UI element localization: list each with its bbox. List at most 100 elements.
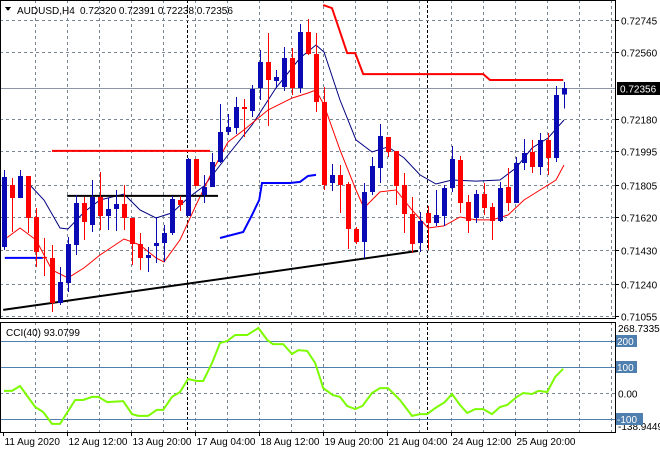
- triangle-down-icon[interactable]: [5, 7, 11, 11]
- candle-bullish[interactable]: [218, 104, 223, 164]
- candle-bullish[interactable]: [378, 123, 383, 183]
- candle-bullish[interactable]: [186, 157, 191, 216]
- candle-bullish[interactable]: [562, 81, 567, 109]
- candle-bearish[interactable]: [290, 47, 295, 95]
- cci-line[interactable]: [4, 326, 564, 425]
- candle-bearish[interactable]: [82, 196, 87, 240]
- candle-bearish[interactable]: [322, 87, 327, 190]
- candle-bearish[interactable]: [394, 150, 399, 206]
- candle-bullish[interactable]: [106, 198, 111, 230]
- candle-body: [218, 132, 223, 162]
- candle-bearish[interactable]: [34, 208, 39, 268]
- candle-body: [114, 204, 119, 209]
- candle-bearish[interactable]: [26, 175, 31, 233]
- candle-body: [314, 53, 319, 102]
- candle-body: [106, 208, 111, 216]
- candle-bearish[interactable]: [546, 132, 551, 175]
- candle-bullish[interactable]: [18, 170, 23, 199]
- cci-level-label: 100: [617, 363, 634, 374]
- candle-bullish[interactable]: [210, 153, 215, 188]
- trend-line[interactable]: [3, 249, 419, 311]
- candle-bearish[interactable]: [466, 195, 471, 233]
- candle-bullish[interactable]: [154, 216, 159, 264]
- candle-bullish[interactable]: [450, 146, 455, 192]
- candle-bearish[interactable]: [306, 18, 311, 55]
- candle-bullish[interactable]: [274, 70, 279, 88]
- candle-bearish[interactable]: [506, 167, 511, 212]
- candle-bearish[interactable]: [178, 195, 183, 212]
- candle-bullish[interactable]: [434, 189, 439, 226]
- candle-bearish[interactable]: [10, 178, 15, 233]
- time-axis-label: 21 Aug 04:00: [389, 437, 448, 448]
- current-price-badge: [617, 82, 660, 95]
- candle-bearish[interactable]: [458, 156, 463, 213]
- candle-bearish[interactable]: [490, 202, 495, 240]
- candle-body: [370, 166, 375, 192]
- price-axis-label: 0.71995: [621, 148, 658, 159]
- candle-bullish[interactable]: [362, 182, 367, 258]
- candle-bullish[interactable]: [58, 267, 63, 306]
- candle-bullish[interactable]: [90, 180, 95, 233]
- candle-bullish[interactable]: [522, 139, 527, 171]
- candle-bearish[interactable]: [122, 185, 127, 230]
- candle-bearish[interactable]: [386, 136, 391, 157]
- candle-body: [346, 184, 351, 230]
- cci-level-label: 200: [617, 337, 634, 348]
- candle-bullish[interactable]: [66, 236, 71, 293]
- candle-bullish[interactable]: [498, 181, 503, 223]
- candle-bullish[interactable]: [554, 85, 559, 162]
- candle-bearish[interactable]: [130, 218, 135, 265]
- candle-bullish[interactable]: [114, 189, 119, 231]
- candle-body: [490, 206, 495, 221]
- candle-bullish[interactable]: [234, 97, 239, 134]
- candle-bearish[interactable]: [402, 173, 407, 233]
- candle-bullish[interactable]: [258, 49, 263, 100]
- candle-body: [298, 32, 303, 88]
- candle-body: [50, 257, 55, 303]
- candle-bearish[interactable]: [138, 232, 143, 271]
- cci-zero-label: 0.00: [618, 390, 638, 401]
- candle-bullish[interactable]: [418, 212, 423, 252]
- candle-bearish[interactable]: [42, 237, 47, 276]
- price-panel[interactable]: [0, 4, 615, 313]
- candle-bearish[interactable]: [98, 171, 103, 230]
- support-step-2[interactable]: [219, 173, 317, 239]
- candle-bullish[interactable]: [146, 246, 151, 272]
- candle-bullish[interactable]: [298, 23, 303, 93]
- candle-body: [394, 150, 399, 186]
- candle-bullish[interactable]: [474, 189, 479, 223]
- candle-bearish[interactable]: [410, 196, 415, 254]
- candle-bullish[interactable]: [442, 185, 447, 226]
- candle-body: [466, 201, 471, 221]
- candle-body: [202, 187, 207, 196]
- candle-body: [402, 185, 407, 214]
- candle-bullish[interactable]: [162, 225, 167, 262]
- candle-bullish[interactable]: [538, 132, 543, 175]
- candle-bearish[interactable]: [338, 164, 343, 213]
- candle-bearish[interactable]: [314, 32, 319, 112]
- candle-bearish[interactable]: [482, 182, 487, 216]
- candle-bullish[interactable]: [282, 46, 287, 92]
- candle-bullish[interactable]: [330, 163, 335, 192]
- candle-body: [306, 32, 311, 54]
- candle-bearish[interactable]: [426, 205, 431, 251]
- candle-bearish[interactable]: [354, 226, 359, 244]
- candle-bearish[interactable]: [530, 139, 535, 174]
- candle-bullish[interactable]: [514, 156, 519, 203]
- candle-bearish[interactable]: [194, 159, 199, 186]
- cci-panel[interactable]: [0, 326, 615, 425]
- resistance-step-2[interactable]: [322, 4, 564, 81]
- candle-bullish[interactable]: [226, 113, 231, 136]
- time-axis-label: 12 Aug 12:00: [69, 437, 128, 448]
- candle-bearish[interactable]: [50, 244, 55, 313]
- candle-bullish[interactable]: [370, 156, 375, 196]
- candle-bullish[interactable]: [74, 195, 79, 255]
- candle-bullish[interactable]: [250, 84, 255, 117]
- candle-bearish[interactable]: [266, 32, 271, 126]
- candle-bearish[interactable]: [346, 181, 351, 250]
- candle-bullish[interactable]: [202, 174, 207, 203]
- candle-bullish[interactable]: [2, 170, 7, 251]
- candle-bearish[interactable]: [242, 98, 247, 137]
- candle-bullish[interactable]: [170, 195, 175, 235]
